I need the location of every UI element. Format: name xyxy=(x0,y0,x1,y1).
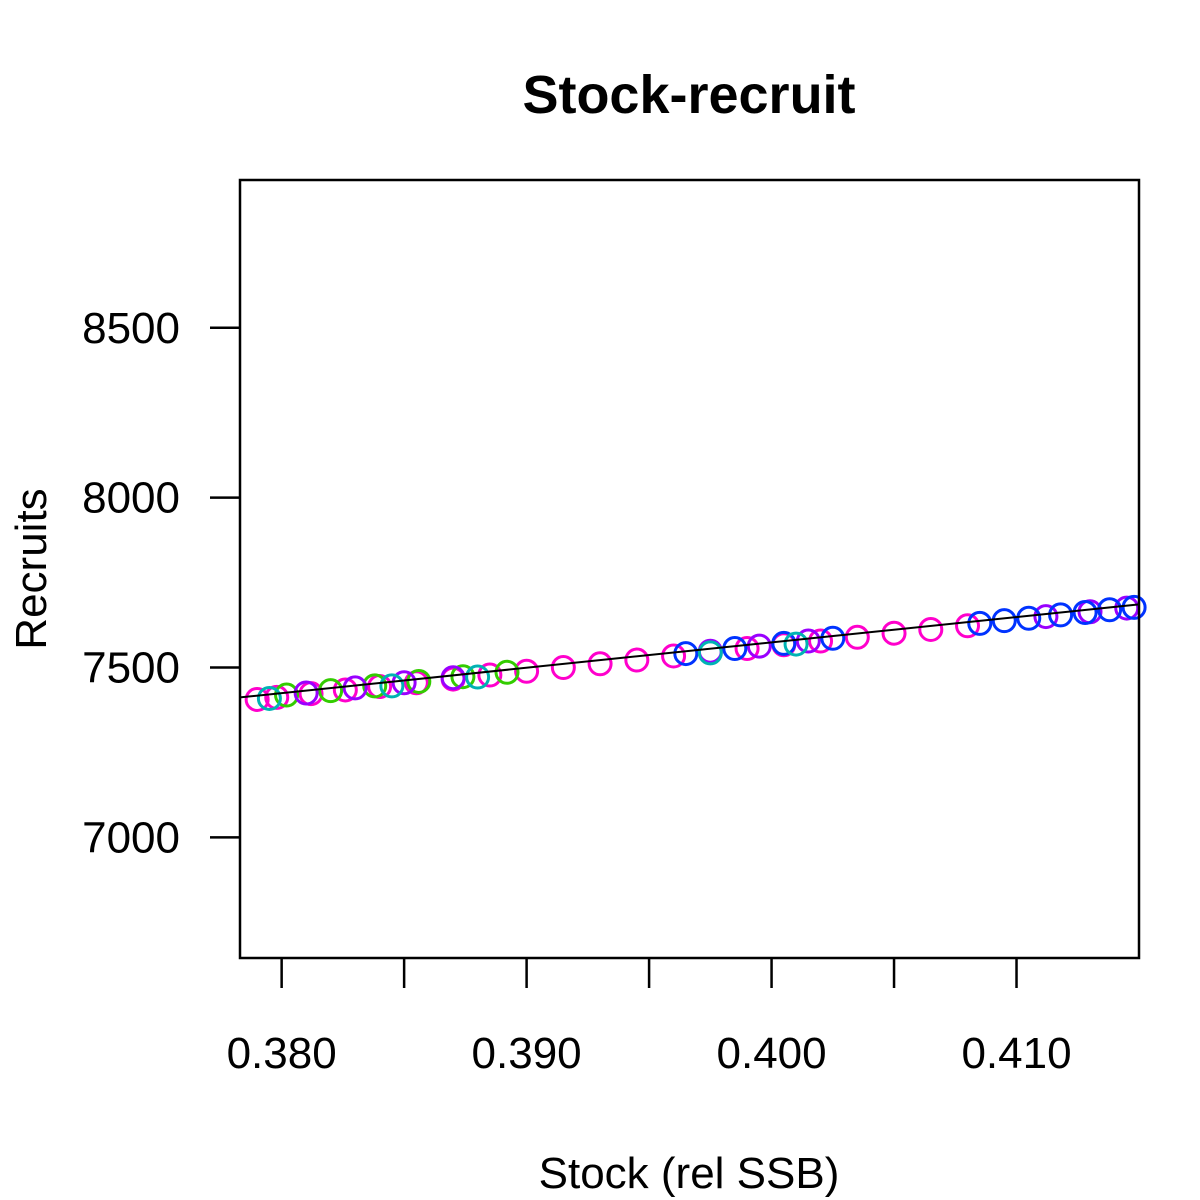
data-point xyxy=(1016,605,1042,631)
y-axis: 7000 7500 8000 8500 xyxy=(82,304,240,862)
data-point xyxy=(244,686,270,712)
y-axis-label: Recruits xyxy=(7,488,56,649)
y-tick-label: 8000 xyxy=(82,474,180,523)
data-point xyxy=(274,682,300,708)
data-point xyxy=(256,685,282,711)
data-point xyxy=(514,658,540,684)
y-tick-label: 8500 xyxy=(82,304,180,353)
data-point xyxy=(783,631,809,657)
data-point xyxy=(881,620,907,646)
data-point xyxy=(494,659,520,685)
x-tick-label: 0.390 xyxy=(472,1029,582,1078)
data-point xyxy=(844,624,870,650)
y-tick-label: 7000 xyxy=(82,813,180,862)
data-point xyxy=(795,628,821,654)
data-point xyxy=(1033,604,1059,630)
data-point xyxy=(955,613,981,639)
x-tick-label: 0.400 xyxy=(717,1029,827,1078)
data-point xyxy=(293,680,319,706)
data-point xyxy=(1048,602,1074,628)
fit-line xyxy=(239,603,1140,699)
data-point xyxy=(406,668,432,694)
data-point xyxy=(379,673,405,699)
y-tick-label: 7500 xyxy=(82,644,180,693)
x-axis-label: Stock (rel SSB) xyxy=(539,1149,840,1198)
data-points xyxy=(244,594,1147,712)
data-point xyxy=(746,633,772,659)
data-point xyxy=(440,665,466,691)
data-point xyxy=(722,635,748,661)
data-point xyxy=(624,647,650,673)
data-point xyxy=(450,664,476,690)
data-point xyxy=(550,655,576,681)
data-point xyxy=(318,678,344,704)
data-point xyxy=(991,608,1017,634)
data-point xyxy=(1097,597,1123,623)
x-tick-label: 0.380 xyxy=(227,1029,337,1078)
plot-frame xyxy=(238,178,1141,960)
x-axis: 0.380 0.390 0.400 0.410 xyxy=(227,958,1072,1078)
data-point xyxy=(820,625,846,651)
data-point xyxy=(1121,594,1147,620)
data-point xyxy=(465,664,491,690)
data-point xyxy=(808,628,834,654)
data-point xyxy=(918,616,944,642)
chart-title: Stock-recruit xyxy=(522,65,855,125)
data-point xyxy=(661,643,687,669)
data-point xyxy=(1072,599,1098,625)
data-point xyxy=(734,635,760,661)
data-point xyxy=(362,673,388,699)
data-point xyxy=(771,630,797,656)
data-point xyxy=(342,675,368,701)
data-point xyxy=(967,610,993,636)
data-point xyxy=(477,662,503,688)
data-point xyxy=(673,641,699,667)
x-tick-label: 0.410 xyxy=(961,1029,1071,1078)
fit-line-group xyxy=(239,603,1140,699)
data-point xyxy=(391,670,417,696)
data-point xyxy=(332,677,358,703)
data-point xyxy=(587,651,613,677)
data-point xyxy=(697,640,723,666)
